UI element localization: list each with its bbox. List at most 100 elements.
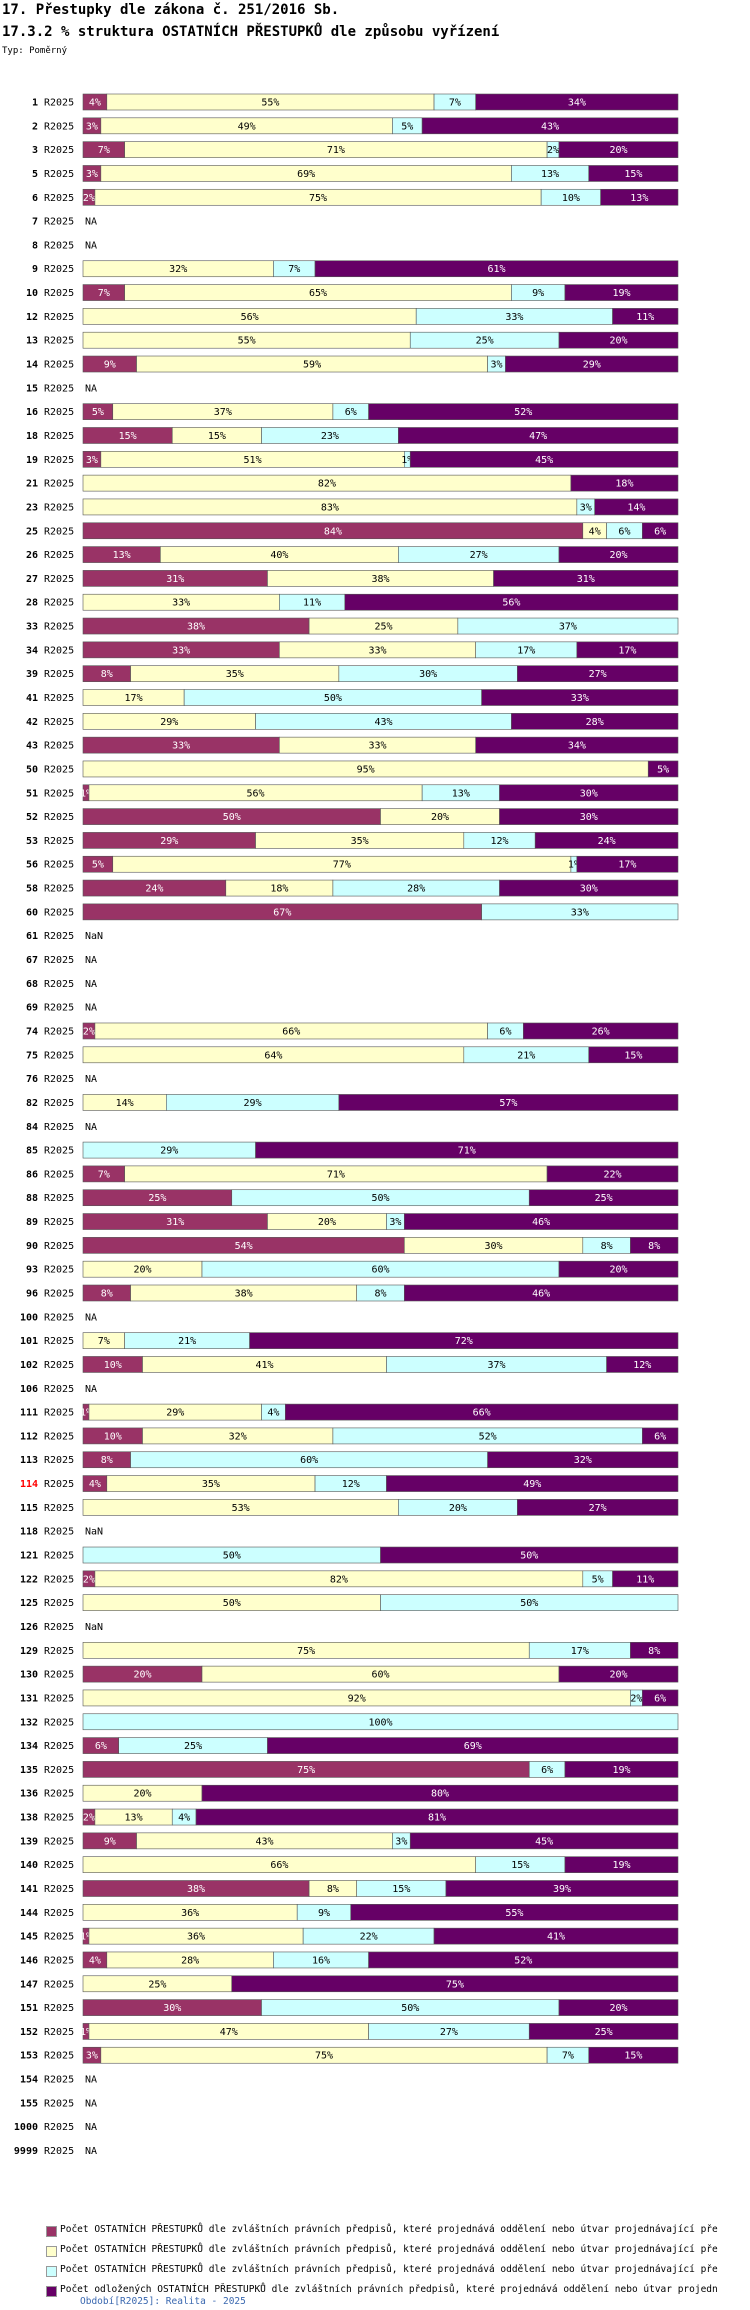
- data-label: 50%: [401, 2003, 419, 2014]
- data-label: 28%: [586, 717, 604, 728]
- data-label: 6%: [618, 526, 630, 537]
- data-label: 5%: [92, 860, 104, 871]
- data-label: 75%: [315, 2051, 333, 2062]
- period-label: R2025: [44, 1026, 74, 1037]
- period-label: R2025: [44, 288, 74, 299]
- data-label: 28%: [181, 1955, 199, 1966]
- bar-segment: [368, 403, 679, 420]
- na-label: NA: [85, 2146, 97, 2157]
- bar-segment: [338, 1094, 679, 1111]
- row-label: 58: [26, 884, 38, 895]
- row-label: 155: [20, 2098, 38, 2109]
- data-label: 12%: [342, 1479, 360, 1490]
- data-label: 6%: [541, 1765, 553, 1776]
- na-label: NA: [85, 1003, 97, 1014]
- data-label: 18%: [270, 884, 288, 895]
- bar-segment: [82, 1713, 679, 1731]
- row-label: 93: [26, 1265, 38, 1276]
- row-label: 69: [26, 1003, 38, 1014]
- data-label: 5%: [592, 1574, 604, 1585]
- bar-segment: [558, 546, 679, 563]
- data-label: 82%: [330, 1574, 348, 1585]
- data-label: 27%: [589, 669, 607, 680]
- row-label: 115: [20, 1503, 38, 1514]
- data-label: 29%: [160, 1146, 178, 1157]
- data-label: 83%: [321, 502, 339, 513]
- bar-segment: [606, 1356, 679, 1373]
- period-label: R2025: [44, 550, 74, 561]
- legend-item-2: Počet OSTATNÍCH PŘESTUPKŮ dle zvláštních…: [46, 2242, 750, 2262]
- data-label: 20%: [449, 1503, 467, 1514]
- period-label: R2025: [44, 2122, 74, 2133]
- data-label: 33%: [172, 741, 190, 752]
- data-label: 3%: [389, 1217, 401, 1228]
- data-label: 7%: [98, 1169, 110, 1180]
- period-label: R2025: [44, 1979, 74, 1990]
- data-label: 72%: [455, 1336, 473, 1347]
- data-label: 16%: [312, 1955, 330, 1966]
- data-label: 95%: [357, 764, 375, 775]
- stacked-bar-chart: 1 R2025 4% 55% 7% 34%2 R2025 3% 49% 5% 43%3 R2025 7%…: [14, 93, 679, 2157]
- data-label: 8%: [374, 1289, 386, 1300]
- bar-segment: [457, 617, 679, 635]
- bar-segment: [475, 736, 679, 754]
- bar-segment: [558, 141, 679, 158]
- period-label: R2025: [44, 360, 74, 371]
- bar-segment: [588, 1046, 679, 1064]
- bar-segment: [421, 117, 679, 135]
- data-label: 2%: [547, 145, 559, 156]
- period-label: R2025: [44, 1717, 74, 1728]
- bar-segment: [284, 1403, 679, 1421]
- na-label: NA: [85, 1122, 97, 1133]
- bar-segment: [403, 1213, 679, 1230]
- bar-segment: [380, 1594, 679, 1611]
- bar-segment: [534, 832, 679, 849]
- data-label: 75%: [297, 1765, 315, 1776]
- row-label: 145: [20, 1932, 38, 1943]
- data-label: 26%: [592, 1026, 610, 1037]
- data-label: 35%: [202, 1479, 220, 1490]
- row-label: 140: [20, 1860, 38, 1871]
- data-label: 7%: [98, 1336, 110, 1347]
- row-label: 154: [20, 2075, 38, 2086]
- data-label: 32%: [169, 264, 187, 275]
- bar-segment: [600, 188, 679, 206]
- data-label: 6%: [95, 1741, 107, 1752]
- row-label: 85: [26, 1146, 38, 1157]
- data-label: 33%: [368, 741, 386, 752]
- data-label: 38%: [235, 1289, 253, 1300]
- na-label: NA: [85, 1384, 97, 1395]
- row-label: 126: [20, 1622, 38, 1633]
- data-label: 9%: [318, 1908, 330, 1919]
- bar-segment: [558, 1999, 679, 2016]
- data-label: 77%: [333, 860, 351, 871]
- data-label: 29%: [160, 836, 178, 847]
- period-label: R2025: [44, 217, 74, 228]
- bar-segment: [487, 1451, 679, 1469]
- row-label: 82: [26, 1098, 38, 1109]
- period-label: R2025: [44, 1241, 74, 1252]
- row-label: 34: [26, 645, 38, 656]
- data-label: 5%: [657, 764, 669, 775]
- data-label: 32%: [229, 1431, 247, 1442]
- data-label: 50%: [223, 812, 241, 823]
- data-label: 3%: [491, 360, 503, 371]
- data-label: 6%: [345, 407, 357, 418]
- row-label: 89: [26, 1217, 38, 1228]
- na-label: NaN: [85, 1527, 103, 1538]
- data-label: 20%: [133, 1265, 151, 1276]
- row-label: 67: [26, 955, 38, 966]
- data-label: 11%: [636, 312, 654, 323]
- data-label: 17%: [618, 645, 636, 656]
- data-label: 75%: [309, 193, 327, 204]
- bar-segment: [588, 165, 679, 182]
- data-label: 59%: [303, 360, 321, 371]
- bar-segment: [481, 689, 679, 706]
- data-label: 36%: [187, 1932, 205, 1943]
- period-label: R2025: [44, 598, 74, 609]
- bar-segment: [630, 1642, 679, 1659]
- data-label: 50%: [324, 693, 342, 704]
- data-label: 3%: [395, 1836, 407, 1847]
- period-label: R2025: [44, 979, 74, 990]
- data-label: 20%: [609, 1265, 627, 1276]
